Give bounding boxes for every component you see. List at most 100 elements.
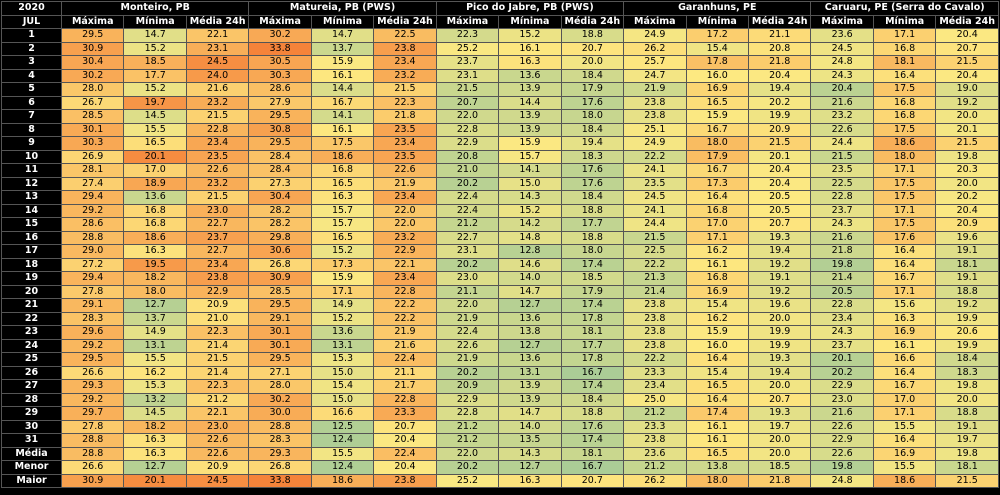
max-temp-cell: 21.5	[810, 149, 874, 164]
min-temp-cell: 15.2	[498, 203, 562, 218]
avg-temp-cell: 23.4	[185, 257, 250, 272]
column-header: Média 24h	[185, 14, 250, 29]
min-temp-cell: 14.2	[498, 217, 562, 232]
header-row-columns: JUL Máxima Mínima Média 24h Máxima Mínima Méd…	[1, 14, 999, 29]
avg-temp-cell: 23.5	[373, 122, 437, 137]
avg-temp-cell: 23.0	[185, 419, 250, 434]
avg-temp-cell: 23.5	[373, 149, 437, 164]
min-temp-cell: 14.5	[123, 406, 187, 421]
max-temp-cell: 24.4	[810, 136, 874, 151]
min-temp-cell: 16.8	[685, 271, 749, 286]
max-temp-cell: 30.6	[248, 244, 312, 259]
max-temp-cell: 23.4	[810, 311, 874, 326]
table-row: 20 27.8 18.0 22.9 28.5 17.1 22.8 21.1 14.7 17.9 21…	[1, 284, 999, 299]
max-temp-cell: 24.7	[623, 68, 687, 83]
min-temp-cell: 15.7	[310, 203, 375, 218]
max-temp-cell: 23.8	[623, 109, 687, 124]
max-temp-cell: 28.8	[60, 230, 125, 245]
max-temp-cell: 30.2	[60, 68, 125, 83]
min-temp-cell: 18.6	[872, 136, 937, 151]
max-temp-cell: 22.3	[435, 28, 500, 43]
avg-temp-cell: 22.7	[185, 244, 250, 259]
avg-temp-cell: 22.6	[373, 163, 437, 178]
year-cell: 2020	[1, 1, 62, 16]
min-temp-cell: 16.6	[310, 406, 375, 421]
avg-temp-cell: 19.7	[747, 419, 812, 434]
table-row: 19 29.4 18.2 23.8 30.9 15.9 23.4 23.0 14.0 18.5 21…	[1, 271, 999, 286]
max-temp-cell: 23.8	[623, 298, 687, 313]
row-label: 12	[1, 176, 62, 191]
avg-temp-cell: 22.6	[185, 163, 250, 178]
avg-temp-cell: 17.7	[560, 217, 625, 232]
min-temp-cell: 14.0	[498, 419, 562, 434]
min-temp-cell: 17.4	[685, 406, 749, 421]
avg-temp-cell: 23.7	[185, 230, 250, 245]
avg-temp-cell: 20.4	[373, 460, 437, 475]
max-temp-cell: 28.8	[248, 419, 312, 434]
table-row: 15 28.6 16.8 22.7 28.2 15.7 22.0 21.2 14.2 17.7 24…	[1, 217, 999, 232]
min-temp-cell: 14.7	[498, 284, 562, 299]
max-temp-cell: 23.7	[810, 203, 874, 218]
avg-temp-cell: 22.1	[185, 28, 250, 43]
table-row: 22 28.3 13.7 21.0 29.1 15.2 22.2 21.9 13.6 17.8 23…	[1, 311, 999, 326]
avg-temp-cell: 19.4	[747, 82, 812, 97]
avg-temp-cell: 22.3	[185, 325, 250, 340]
max-temp-cell: 28.6	[60, 217, 125, 232]
min-temp-cell: 13.1	[498, 365, 562, 380]
min-temp-cell: 14.1	[498, 163, 562, 178]
avg-temp-cell: 20.0	[935, 392, 999, 407]
avg-temp-cell: 20.0	[747, 433, 812, 448]
max-temp-cell: 22.2	[623, 352, 687, 367]
min-temp-cell: 16.7	[872, 379, 937, 394]
min-temp-cell: 14.4	[310, 82, 375, 97]
min-temp-cell: 17.6	[872, 230, 937, 245]
max-temp-cell: 21.6	[810, 406, 874, 421]
table-row: 23 29.6 14.9 22.3 30.1 13.6 21.9 22.4 13.8 18.1 23…	[1, 325, 999, 340]
min-temp-cell: 20.1	[123, 149, 187, 164]
avg-temp-cell: 20.4	[747, 68, 812, 83]
avg-temp-cell: 22.8	[373, 284, 437, 299]
max-temp-cell: 30.2	[248, 28, 312, 43]
max-temp-cell: 23.8	[623, 325, 687, 340]
avg-temp-cell: 22.6	[185, 433, 250, 448]
avg-temp-cell: 19.9	[747, 338, 812, 353]
min-temp-cell: 14.3	[498, 190, 562, 205]
column-header: Média 24h	[373, 14, 437, 29]
avg-temp-cell: 20.7	[560, 473, 625, 488]
max-temp-cell: 21.4	[810, 271, 874, 286]
max-temp-cell: 30.3	[60, 136, 125, 151]
max-temp-cell: 22.4	[435, 203, 500, 218]
avg-temp-cell: 20.2	[747, 95, 812, 110]
row-label: 19	[1, 271, 62, 286]
table-row: 6 26.7 19.7 23.2 27.9 16.7 22.3 20.7 14.4 17.6 23.…	[1, 95, 999, 110]
max-temp-cell: 23.0	[810, 392, 874, 407]
min-temp-cell: 17.7	[123, 68, 187, 83]
avg-temp-cell: 19.1	[747, 271, 812, 286]
min-temp-cell: 13.9	[498, 109, 562, 124]
min-temp-cell: 15.2	[123, 82, 187, 97]
min-temp-cell: 14.9	[123, 325, 187, 340]
avg-temp-cell: 18.8	[560, 406, 625, 421]
column-header: Média 24h	[747, 14, 812, 29]
avg-temp-cell: 21.2	[185, 392, 250, 407]
min-temp-cell: 15.9	[685, 325, 749, 340]
row-label: Menor	[1, 460, 62, 475]
max-temp-cell: 22.6	[810, 122, 874, 137]
avg-temp-cell: 18.0	[560, 244, 625, 259]
min-temp-cell: 17.2	[685, 28, 749, 43]
max-temp-cell: 28.5	[60, 109, 125, 124]
station-header: Matureia, PB (PWS)	[248, 1, 437, 16]
avg-temp-cell: 20.4	[935, 68, 999, 83]
min-temp-cell: 16.7	[872, 271, 937, 286]
max-temp-cell: 29.3	[60, 379, 125, 394]
avg-temp-cell: 21.4	[185, 338, 250, 353]
avg-temp-cell: 19.1	[935, 419, 999, 434]
min-temp-cell: 12.4	[310, 460, 375, 475]
avg-temp-cell: 19.1	[935, 271, 999, 286]
min-temp-cell: 16.9	[872, 446, 937, 461]
min-temp-cell: 15.4	[685, 365, 749, 380]
min-temp-cell: 17.1	[872, 203, 937, 218]
min-temp-cell: 15.7	[310, 217, 375, 232]
max-temp-cell: 24.5	[623, 190, 687, 205]
min-temp-cell: 20.1	[123, 473, 187, 488]
